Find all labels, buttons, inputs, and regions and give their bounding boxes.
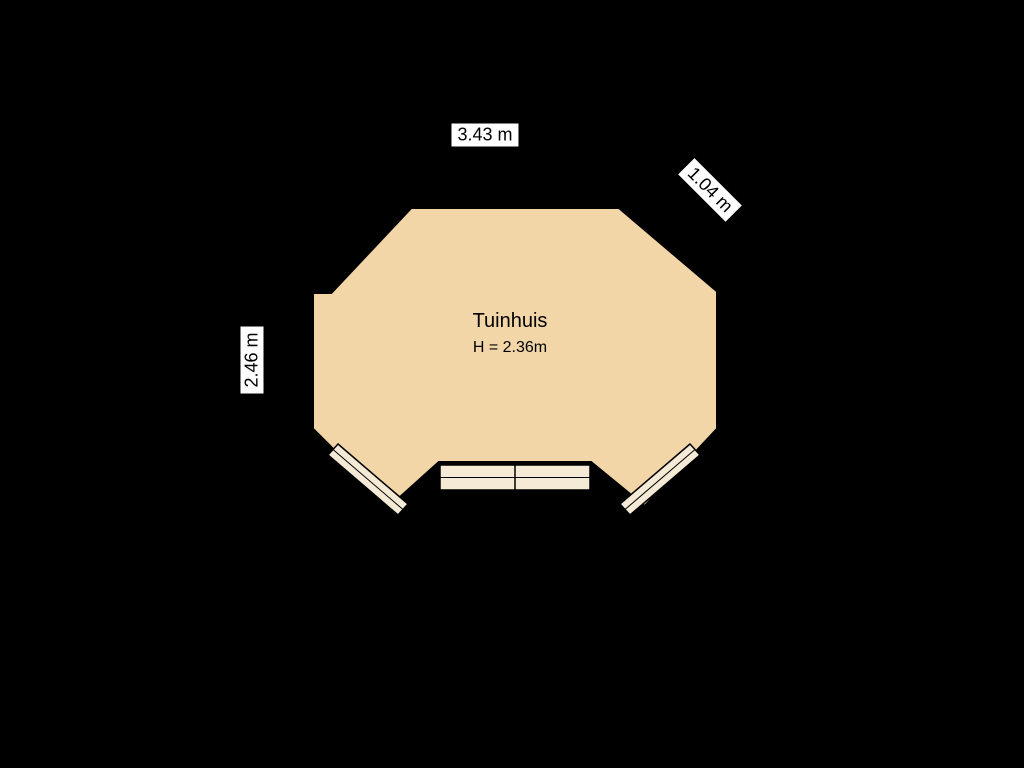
dimension-label-left: 2.46 m — [241, 326, 264, 393]
room-name: Tuinhuis — [473, 310, 548, 333]
floorplan-svg — [0, 0, 1024, 768]
floorplan-stage: 3.43 m 1.04 m 2.46 m Tuinhuis H = 2.36m — [0, 0, 1024, 768]
dimension-label-top: 3.43 m — [451, 124, 518, 147]
room-label: Tuinhuis H = 2.36m — [473, 310, 548, 357]
room-height-label: H = 2.36m — [473, 339, 548, 357]
